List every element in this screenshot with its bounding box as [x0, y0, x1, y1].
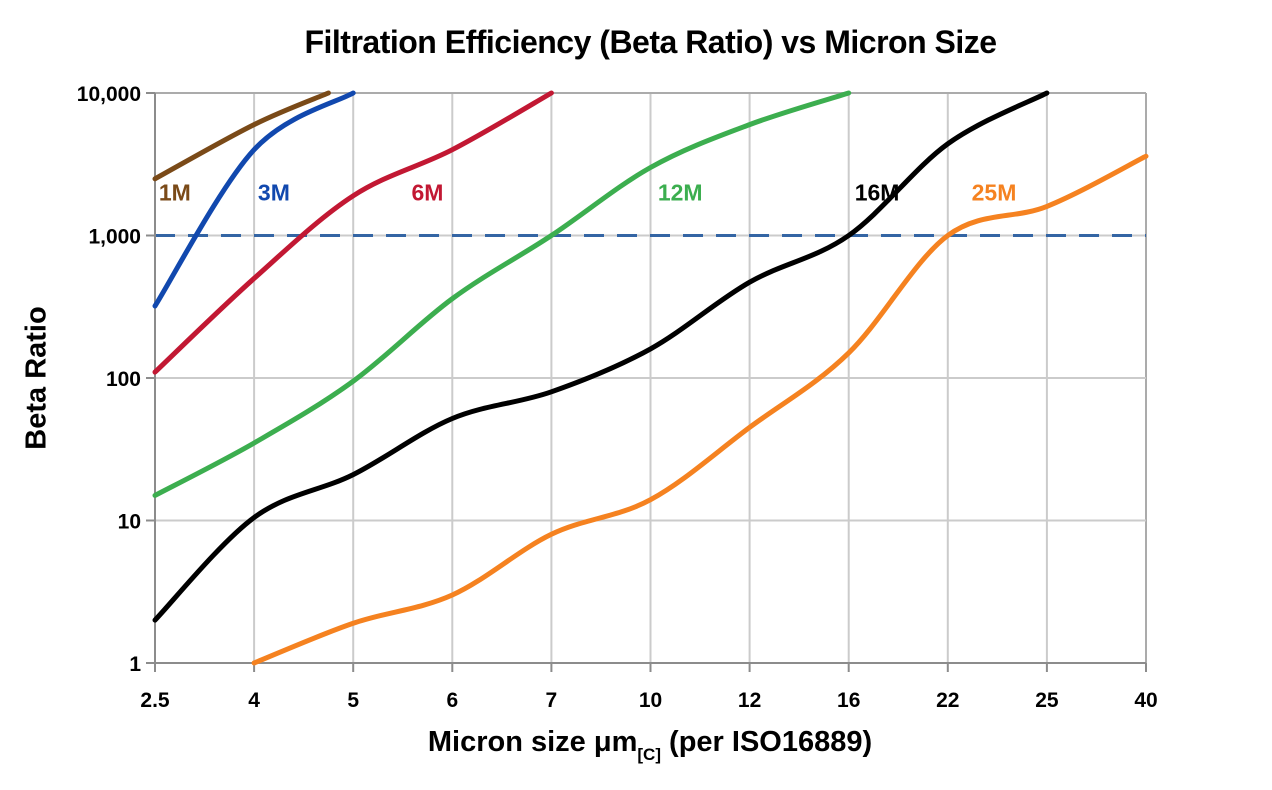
series-label-1M: 1M [159, 180, 191, 206]
x-tick-label: 16 [837, 689, 860, 712]
series-label-12M: 12M [658, 180, 703, 206]
series-label-25M: 25M [972, 180, 1017, 206]
x-axis-title-suffix: (per ISO16889) [660, 726, 873, 758]
series-labels: 1M 3M 6M 12M 16M 25M [159, 180, 1017, 206]
y-tick-label: 100 [106, 368, 141, 391]
x-tick-label: 10 [639, 689, 662, 712]
x-tick-label: 40 [1134, 689, 1157, 712]
series-label-3M: 3M [258, 180, 290, 206]
x-tick-label: 5 [347, 689, 359, 712]
x-axis-title-main: Micron size μm [427, 726, 638, 758]
series-curve-12M [152, 90, 852, 498]
x-axis-title-subscript: [C] [637, 745, 661, 764]
series-curve-16M [152, 90, 1050, 623]
x-tick-label: 4 [248, 689, 260, 712]
y-tick-labels: 1 10 100 1,000 10,000 [77, 83, 142, 676]
chart-title: Filtration Efficiency (Beta Ratio) vs Mi… [304, 24, 997, 60]
x-tick-labels: 2.5 4 5 6 7 10 12 16 22 25 40 [140, 689, 1157, 712]
x-tick-label: 12 [738, 689, 761, 712]
series-label-16M: 16M [855, 180, 900, 206]
axis-lines-and-ticks [146, 92, 1147, 672]
y-tick-label: 1,000 [88, 226, 141, 249]
series-curves [152, 90, 1149, 666]
y-tick-label: 1 [129, 653, 141, 676]
x-tick-label: 22 [936, 689, 959, 712]
gridlines [154, 92, 1147, 664]
y-tick-label: 10 [118, 511, 141, 534]
y-tick-label: 10,000 [77, 83, 141, 106]
series-curve-1M [152, 90, 331, 182]
x-axis-title: Micron size μm[C] (per ISO16889) [428, 726, 872, 765]
series-curve-6M [152, 90, 554, 375]
x-tick-label: 6 [446, 689, 458, 712]
series-label-6M: 6M [412, 180, 444, 206]
x-tick-label: 25 [1035, 689, 1059, 712]
x-tick-label: 7 [546, 689, 558, 712]
series-curve-3M [152, 90, 356, 309]
series-curve-25M [251, 153, 1149, 666]
x-tick-label: 2.5 [140, 689, 170, 712]
